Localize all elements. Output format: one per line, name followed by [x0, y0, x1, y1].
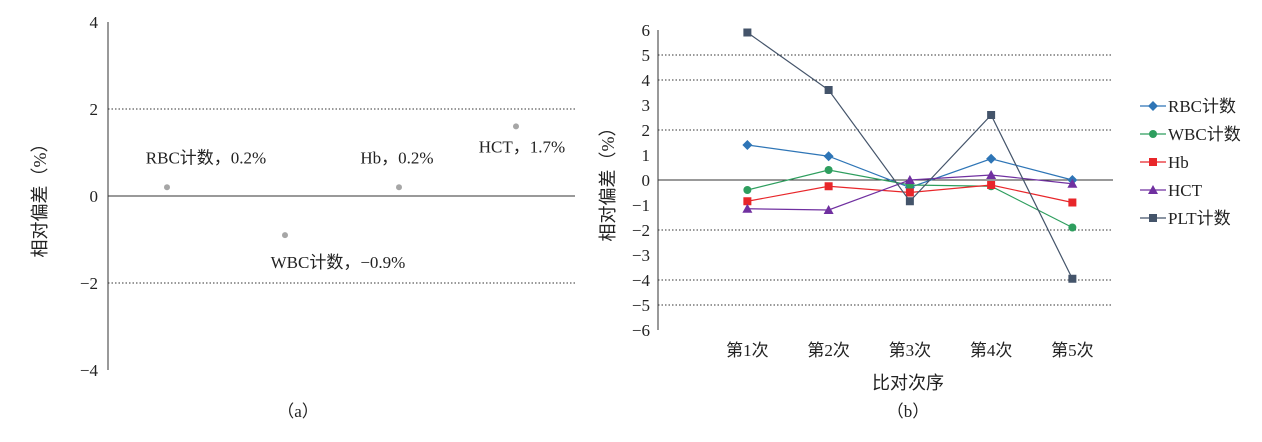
a-point-label: HCT，1.7%	[479, 137, 565, 156]
a-y-axis-label: 相对偏差（%）	[30, 135, 50, 258]
a-point	[282, 232, 288, 239]
a-y-tick-label: −4	[80, 361, 99, 380]
legend-marker-wbc	[1149, 130, 1157, 138]
a-point	[513, 123, 519, 130]
series-point-wbc	[1068, 223, 1077, 232]
b-caption: （b）	[887, 402, 930, 421]
b-y-tick-label: −3	[632, 246, 650, 265]
b-x-axis-label: 比对次序	[872, 373, 944, 393]
a-point	[396, 184, 402, 191]
series-point-hct	[986, 170, 997, 179]
legend-label-wbc: WBC计数	[1168, 125, 1241, 144]
series-point-hb	[1068, 198, 1077, 207]
series-point-wbc	[824, 166, 833, 174]
series-point-wbc	[743, 186, 752, 194]
series-point-rbc	[742, 140, 753, 150]
a-point-label: WBC计数，−0.9%	[271, 253, 406, 272]
b-y-tick-label: −1	[632, 196, 650, 215]
b-x-tick-label: 第5次	[1051, 341, 1094, 360]
series-point-hb	[824, 182, 833, 191]
series-line-plt	[747, 32, 1073, 280]
b-gridlines	[658, 54, 1113, 306]
b-legend: RBC计数 WBC计数 Hb HCT PLT计数	[1140, 97, 1241, 228]
a-y-tick-label: −2	[80, 274, 98, 293]
series-point-plt	[743, 28, 752, 37]
b-y-tick-label: −5	[632, 296, 650, 315]
series-point-hct	[904, 175, 915, 184]
series-point-plt	[987, 111, 996, 119]
a-y-tick-label: 2	[90, 100, 99, 119]
a-caption: （a）	[277, 402, 319, 421]
a-gridlines	[108, 108, 575, 284]
b-y-tick-label: 5	[642, 46, 651, 65]
b-series	[742, 28, 1078, 283]
series-point-hct	[1067, 178, 1078, 188]
series-point-rbc	[986, 153, 997, 164]
b-x-ticks: 第1次 第2次 第3次 第4次 第5次	[726, 341, 1094, 360]
a-y-tick-label: 4	[90, 13, 99, 32]
series-point-hct	[742, 203, 753, 213]
legend-label-hb: Hb	[1168, 153, 1189, 172]
b-y-axis-label: 相对偏差（%）	[598, 119, 618, 242]
a-point	[164, 184, 170, 191]
b-y-tick-label: 6	[642, 21, 651, 40]
series-point-plt	[1068, 274, 1077, 283]
series-point-hct	[823, 205, 834, 214]
b-x-tick-label: 第2次	[807, 341, 850, 360]
b-y-tick-label: −6	[632, 321, 650, 340]
a-points: RBC计数，0.2% WBC计数，−0.9% Hb，0.2% HCT，1.7%	[146, 123, 565, 272]
series-point-hb	[743, 197, 752, 206]
legend-label-hct: HCT	[1168, 181, 1203, 200]
legend-label-rbc: RBC计数	[1168, 97, 1236, 116]
b-y-tick-label: 4	[642, 71, 651, 90]
b-x-tick-label: 第4次	[970, 341, 1013, 360]
b-y-tick-label: 3	[642, 96, 651, 115]
b-x-tick-label: 第3次	[889, 341, 932, 360]
a-point-label: RBC计数，0.2%	[146, 148, 266, 167]
legend-marker-plt	[1149, 214, 1157, 222]
panel-a: 4 2 0 −2 −4 RBC计数，0.2% WBC计数，−0.9% Hb，0.2% HCT，…	[30, 13, 575, 421]
series-point-plt	[905, 197, 914, 206]
legend-marker-rbc	[1148, 101, 1158, 111]
series-point-hb	[905, 188, 914, 197]
b-x-tick-label: 第1次	[726, 341, 769, 360]
a-y-tick-label: 0	[90, 187, 99, 206]
series-point-plt	[824, 86, 833, 94]
a-point-label: Hb，0.2%	[360, 148, 433, 167]
series-point-hb	[987, 181, 996, 189]
b-y-tick-label: −2	[632, 221, 650, 240]
series-point-rbc	[823, 151, 834, 162]
legend-label-plt: PLT计数	[1168, 209, 1231, 228]
b-y-tick-label: 2	[642, 121, 651, 140]
b-y-tick-label: −4	[632, 271, 651, 290]
b-y-tick-label: 1	[642, 146, 651, 165]
b-y-tick-label: 0	[642, 171, 651, 190]
a-y-ticks: 4 2 0 −2 −4	[80, 13, 99, 380]
legend-marker-hb	[1149, 158, 1157, 166]
panel-b: 6 5 4 3 2 1 0 −1 −2 −3 −4 −5 −6 第1次 第2次 第3次 第4次 第5次 RBC计…	[598, 21, 1241, 421]
b-y-ticks: 6 5 4 3 2 1 0 −1 −2 −3 −4 −5 −6	[632, 21, 651, 340]
legend-marker-hct	[1148, 185, 1158, 194]
